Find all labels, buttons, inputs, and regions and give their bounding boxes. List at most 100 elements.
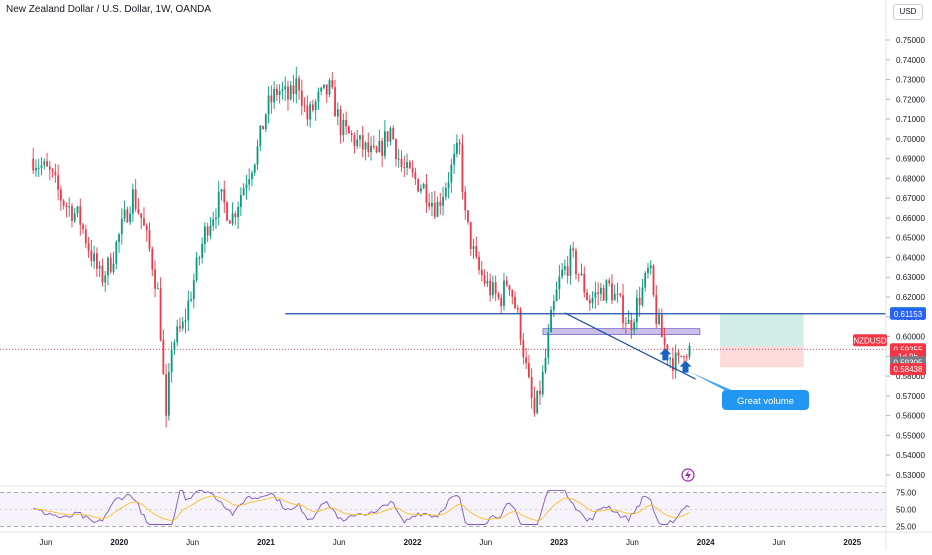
candle-body bbox=[190, 299, 192, 301]
rsi-band bbox=[0, 492, 886, 527]
candle-body bbox=[627, 319, 630, 324]
candle-body bbox=[84, 229, 87, 244]
time-tick-label: Jun bbox=[186, 538, 199, 547]
candle-body bbox=[669, 358, 672, 360]
candle-body bbox=[638, 297, 641, 306]
candle-body bbox=[35, 168, 37, 171]
candle-body bbox=[572, 248, 575, 251]
candle-body bbox=[630, 319, 633, 330]
price-badge bbox=[853, 334, 887, 347]
candle-body bbox=[455, 142, 458, 154]
candle-body bbox=[46, 161, 48, 167]
candle-body bbox=[480, 269, 483, 276]
candle-body bbox=[306, 105, 309, 120]
candle-body bbox=[577, 274, 580, 276]
candle-body bbox=[364, 142, 367, 150]
support-zone bbox=[542, 328, 701, 336]
candle-body bbox=[674, 352, 677, 371]
price-badge-label: 0.58438 bbox=[894, 365, 923, 374]
candle-body bbox=[140, 213, 143, 219]
candle-body bbox=[311, 104, 314, 111]
candle-body bbox=[101, 265, 104, 283]
candle-body bbox=[655, 295, 658, 324]
candle-body bbox=[616, 293, 619, 295]
candle-body bbox=[93, 253, 96, 262]
candle-body bbox=[109, 257, 112, 272]
candle-body bbox=[104, 275, 107, 283]
candle-body bbox=[372, 145, 375, 148]
candle-body bbox=[491, 282, 494, 296]
candle-body bbox=[48, 166, 51, 170]
rsi-level-label: 25.00 bbox=[896, 523, 917, 532]
candle-body bbox=[624, 323, 627, 325]
price-badge-label: 0.61153 bbox=[894, 310, 923, 319]
candle-body bbox=[649, 265, 652, 269]
price-tick-label: 0.70000 bbox=[896, 135, 925, 144]
candle-body bbox=[677, 352, 680, 356]
candle-body bbox=[453, 153, 456, 165]
price-tick-label: 0.66000 bbox=[896, 214, 925, 223]
candle-body bbox=[419, 188, 422, 192]
candle-body bbox=[289, 85, 292, 100]
candle-body bbox=[303, 105, 306, 107]
candle-body bbox=[558, 276, 561, 290]
candle-body bbox=[259, 125, 262, 147]
candle-body bbox=[331, 80, 334, 88]
candle-body bbox=[541, 371, 544, 395]
candle-body bbox=[220, 189, 223, 192]
price-tick-label: 0.53000 bbox=[896, 471, 925, 480]
time-tick-label: 2023 bbox=[550, 538, 568, 547]
candle-body bbox=[87, 243, 90, 251]
candle-body bbox=[395, 139, 397, 160]
candle-body bbox=[552, 301, 555, 310]
time-tick-label: 2025 bbox=[843, 538, 861, 547]
candle-body bbox=[408, 162, 411, 169]
annotation-box bbox=[722, 390, 809, 410]
candle-body bbox=[563, 266, 566, 270]
candle-body bbox=[112, 263, 115, 272]
price-tick-label: 0.69000 bbox=[896, 155, 925, 164]
candle-body bbox=[95, 253, 98, 269]
candle-body bbox=[309, 104, 312, 120]
time-tick-label: 2022 bbox=[404, 538, 422, 547]
candle-body bbox=[381, 140, 384, 156]
candle-body bbox=[228, 220, 231, 224]
candle-body bbox=[215, 217, 217, 220]
price-tick-label: 0.72000 bbox=[896, 95, 925, 104]
lightning-glyph bbox=[685, 470, 691, 480]
candle-body bbox=[234, 213, 237, 218]
price-tick-label: 0.74000 bbox=[896, 56, 925, 65]
price-tick-label: 0.58000 bbox=[896, 372, 925, 381]
candle-body bbox=[98, 265, 101, 269]
candle-body bbox=[292, 85, 295, 94]
price-tick-label: 0.75000 bbox=[896, 36, 925, 45]
time-tick-label: 2024 bbox=[697, 538, 715, 547]
candle-body bbox=[622, 295, 624, 324]
candle-body bbox=[32, 158, 35, 171]
candle-body bbox=[287, 86, 289, 100]
currency-selector[interactable]: USD bbox=[893, 4, 923, 20]
chart-title: New Zealand Dollar / U.S. Dollar, 1W, OA… bbox=[6, 4, 212, 15]
candle-body bbox=[231, 213, 234, 224]
time-tick-label: Jun bbox=[773, 538, 786, 547]
candle-body bbox=[37, 167, 40, 169]
candle-body bbox=[530, 377, 533, 399]
candle-body bbox=[467, 210, 469, 223]
candle-body bbox=[580, 273, 583, 276]
candle-body bbox=[334, 87, 336, 117]
candle-body bbox=[245, 184, 248, 189]
price-tick-label: 0.60000 bbox=[896, 333, 925, 342]
candle-body bbox=[62, 200, 65, 206]
candle-body bbox=[264, 114, 267, 130]
candle-body bbox=[347, 126, 350, 134]
candle-body bbox=[688, 345, 691, 357]
candle-body bbox=[107, 257, 109, 276]
candle-body bbox=[131, 189, 134, 214]
candle-body bbox=[54, 171, 57, 176]
time-tick-label: Jun bbox=[40, 538, 53, 547]
candle-body bbox=[79, 206, 82, 225]
candle-body bbox=[406, 162, 408, 168]
candle-body bbox=[143, 218, 145, 226]
